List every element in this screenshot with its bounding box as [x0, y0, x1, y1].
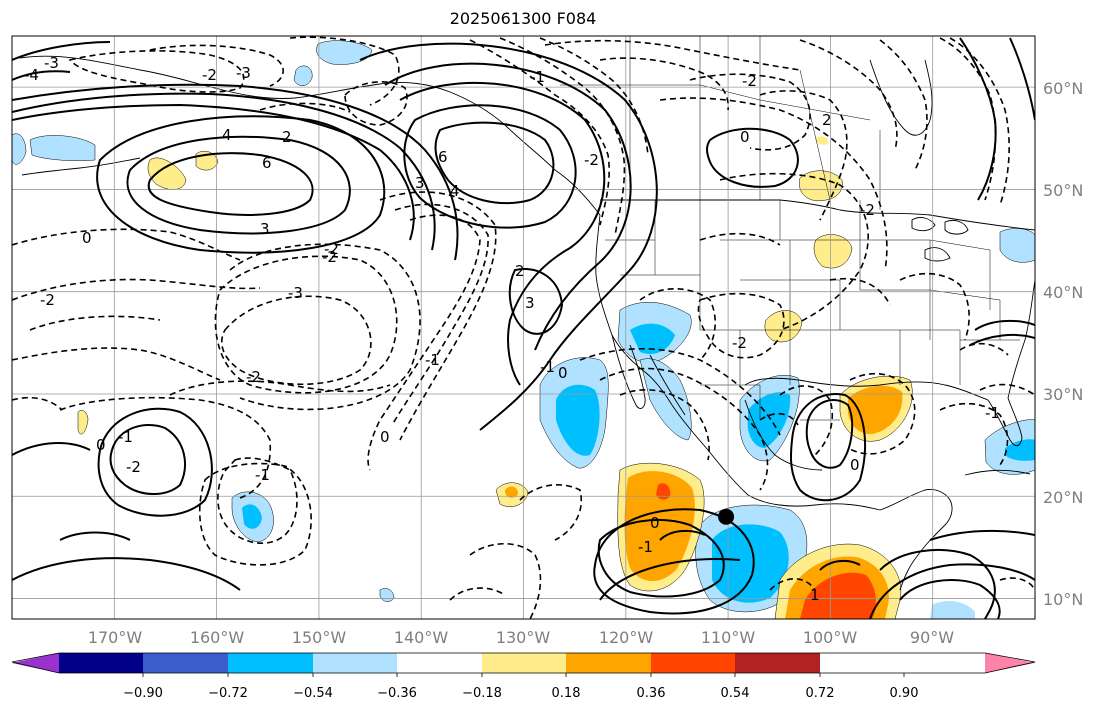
lon-label: 150°W [292, 628, 347, 647]
colorbar: −0.90 −0.72 −0.54 −0.36 −0.18 0.18 0.36 … [11, 652, 1036, 701]
contour-label: -1 [985, 404, 1000, 422]
contour-label: 2 [822, 111, 832, 129]
contour-label: 6 [438, 148, 448, 166]
plot-title: 2025061300 F084 [449, 9, 597, 28]
contour-label: -2 [126, 458, 141, 476]
colorbar-segment [228, 653, 313, 673]
contour-label: -3 [288, 284, 303, 302]
colorbar-extend-left [12, 653, 59, 673]
map-frame [11, 35, 1036, 620]
storm-position-marker [718, 508, 735, 525]
contour-label: 4 [450, 182, 460, 200]
contour-label: 0 [740, 128, 750, 146]
lat-label: 20°N [1043, 488, 1083, 507]
colorbar-tick-label: 0.36 [637, 686, 666, 701]
colorbar-tick-label: 0.54 [721, 686, 750, 701]
state-borders [605, 200, 1020, 421]
contour-label: -2 [246, 368, 261, 386]
contour-label: -4 [24, 66, 39, 84]
contour-label: -2 [584, 151, 599, 169]
colorbar-tick-label: −0.36 [377, 686, 417, 701]
contour-label: -1 [530, 68, 545, 86]
colorbar-tick-label: 0.90 [890, 686, 919, 701]
lat-label: 40°N [1043, 283, 1083, 302]
contour-label: 6 [262, 154, 272, 172]
colorbar-segment [735, 653, 820, 673]
contour-label: 2 [515, 262, 525, 280]
longitude-labels: 170°W 160°W 150°W 140°W 130°W 120°W 110°… [88, 628, 954, 647]
lon-label: 170°W [88, 628, 143, 647]
contour-label: 1 [810, 586, 820, 604]
colorbar-tick-label: −0.18 [462, 686, 502, 701]
contour-label: 3 [260, 220, 270, 238]
lat-label: 30°N [1043, 385, 1083, 404]
contour-label: 3 [415, 174, 425, 192]
coastlines-borders [19, 55, 1035, 591]
lon-label: 90°W [910, 628, 954, 647]
contour-label: -3 [236, 64, 251, 82]
colorbar-tick-label: −0.90 [123, 686, 163, 701]
contour-label: 0 [558, 364, 568, 382]
colorbar-tick-label: 0.72 [806, 686, 835, 701]
colorbar-segment [143, 653, 228, 673]
contour-label: -1 [540, 358, 555, 376]
contour-label: -3 [44, 54, 59, 72]
contour-lines [12, 36, 1035, 619]
colorbar-tick-label: −0.72 [208, 686, 248, 701]
contour-label: 2 [282, 128, 292, 146]
colorbar-extend-right [985, 653, 1035, 673]
colorbar-segment [482, 653, 566, 673]
contour-label: -2 [202, 66, 217, 84]
contour-label: -1 [255, 466, 270, 484]
contour-label: -2 [742, 72, 757, 90]
lon-label: 120°W [599, 628, 654, 647]
contour-label: -2 [732, 334, 747, 352]
colorbar-tick-label: −0.54 [293, 686, 333, 701]
colorbar-segment [651, 653, 735, 673]
lat-label: 60°N [1043, 79, 1083, 98]
contour-label: 0 [650, 514, 660, 532]
contour-label: 0 [850, 456, 860, 474]
lat-label: 50°N [1043, 181, 1083, 200]
latitude-labels: 60°N 50°N 40°N 30°N 20°N 10°N [1043, 79, 1083, 609]
colorbar-tick-label: 0.18 [552, 686, 581, 701]
contour-label: 3 [525, 294, 535, 312]
colorbar-segment [566, 653, 651, 673]
contour-labels: -4 -3 -2 -2 -2 -3 -2 2 3 4 6 6 4 3 2 3 0… [24, 54, 1000, 604]
contour-label: 0 [380, 428, 390, 446]
colorbar-segment [397, 653, 482, 673]
lon-label: 130°W [496, 628, 551, 647]
contour-label: -2 [322, 248, 337, 266]
colorbar-tick-labels: −0.90 −0.72 −0.54 −0.36 −0.18 0.18 0.36 … [123, 686, 918, 701]
colorbar-segment [313, 653, 397, 673]
lat-lon-gridlines [12, 36, 1035, 619]
contour-label: 4 [222, 126, 232, 144]
contour-label: 0 [96, 436, 106, 454]
contour-label: -2 [324, 240, 339, 258]
contour-label: -2 [40, 291, 55, 309]
contour-label: -1 [638, 538, 653, 556]
contour-label: -2 [860, 201, 875, 219]
contour-label: -1 [425, 351, 440, 369]
contour-label: -1 [118, 428, 133, 446]
contour-label: 0 [82, 229, 92, 247]
lon-label: 100°W [803, 628, 858, 647]
lon-label: 160°W [190, 628, 245, 647]
lon-label: 140°W [394, 628, 449, 647]
colorbar-segment [59, 653, 143, 673]
lon-label: 110°W [701, 628, 756, 647]
lat-label: 10°N [1043, 590, 1083, 609]
colorbar-outline [11, 652, 1036, 674]
